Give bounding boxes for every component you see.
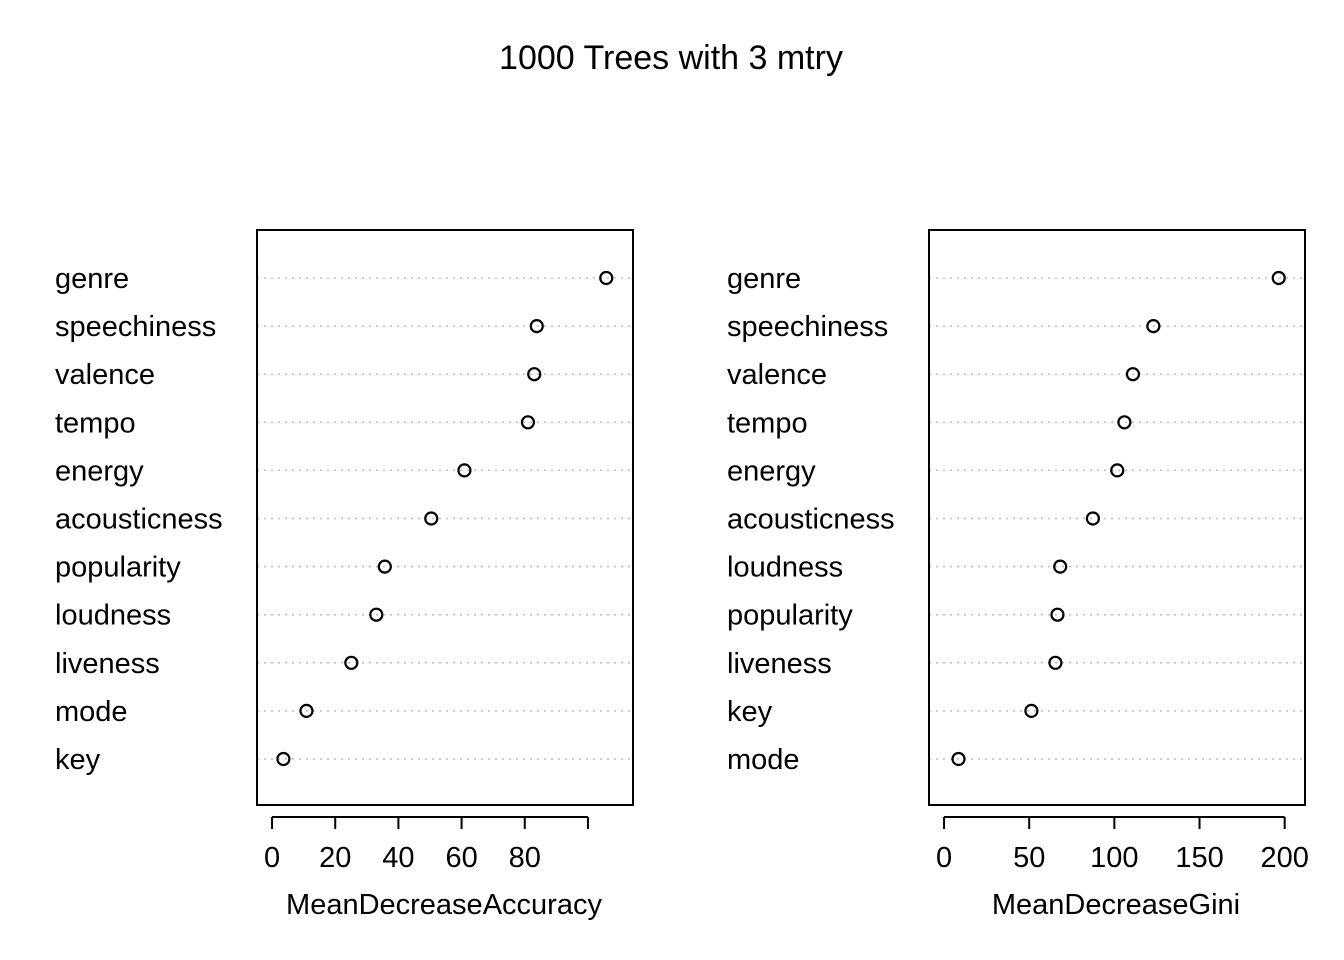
- gini-category-label: genre: [727, 263, 801, 295]
- accuracy-category-label: genre: [55, 263, 129, 295]
- gini-point: [1048, 655, 1063, 670]
- accuracy-category-label: speechiness: [55, 311, 216, 343]
- chart-title: 1000 Trees with 3 mtry: [499, 39, 843, 77]
- gini-x-tick-label: 200: [1260, 842, 1308, 874]
- gini-point: [1125, 367, 1141, 382]
- gini-category-label: valence: [727, 359, 827, 391]
- gini-category-label: liveness: [727, 648, 832, 680]
- accuracy-point: [369, 607, 384, 622]
- accuracy-x-tick-label: 60: [445, 842, 477, 874]
- accuracy-x-axis-title: MeanDecreaseAccuracy: [286, 889, 602, 921]
- gini-category-label: energy: [727, 455, 816, 487]
- gini-category-label: loudness: [727, 552, 843, 584]
- accuracy-x-tick-label: 20: [319, 842, 351, 874]
- gini-category-label: tempo: [727, 407, 808, 439]
- gini-category-label: speechiness: [727, 311, 888, 343]
- accuracy-point: [529, 319, 544, 334]
- accuracy-point: [377, 559, 392, 574]
- gini-point: [1146, 319, 1161, 334]
- accuracy-panel: MeanDecreaseAccuracy genre speechiness val…: [55, 229, 634, 921]
- accuracy-category-label: tempo: [55, 407, 136, 439]
- gini-x-tick-label: 150: [1175, 842, 1223, 874]
- accuracy-point: [599, 270, 614, 286]
- gini-point: [1271, 270, 1286, 286]
- gini-category-label: key: [727, 696, 773, 728]
- accuracy-category-label: valence: [55, 359, 155, 391]
- accuracy-point: [527, 367, 542, 382]
- gini-point: [1117, 415, 1132, 430]
- accuracy-point: [457, 463, 472, 478]
- accuracy-category-label: acousticness: [55, 504, 223, 536]
- accuracy-point: [299, 703, 314, 719]
- accuracy-category-label: key: [55, 744, 101, 776]
- gini-point: [951, 751, 966, 767]
- gini-x-tick-label: 50: [1013, 842, 1045, 874]
- gini-point: [1085, 511, 1100, 526]
- gini-category-label: mode: [727, 744, 800, 776]
- accuracy-category-label: popularity: [55, 552, 181, 584]
- gini-category-label: acousticness: [727, 504, 895, 536]
- accuracy-plot-frame: [256, 229, 634, 806]
- accuracy-category-label: loudness: [55, 600, 171, 632]
- accuracy-point: [520, 415, 536, 430]
- gini-point: [1050, 607, 1065, 622]
- gini-x-tick-label: 100: [1090, 842, 1138, 874]
- accuracy-category-label: liveness: [55, 648, 160, 680]
- gini-point: [1110, 463, 1125, 478]
- gini-x-tick-label: 0: [936, 842, 952, 874]
- gini-x-axis-title: MeanDecreaseGini: [992, 889, 1240, 921]
- gini-category-label: popularity: [727, 600, 853, 632]
- accuracy-point: [424, 511, 439, 526]
- gini-panel: MeanDecreaseGini genre speechiness valence…: [727, 229, 1309, 921]
- accuracy-x-tick-label: 40: [382, 842, 414, 874]
- accuracy-x-tick-label: 80: [509, 842, 541, 874]
- accuracy-category-label: mode: [55, 696, 128, 728]
- accuracy-x-tick-label: 0: [264, 842, 280, 874]
- gini-plot-frame: [928, 229, 1306, 806]
- gini-point: [1053, 559, 1068, 574]
- accuracy-category-label: energy: [55, 455, 144, 487]
- gini-point: [1024, 703, 1039, 719]
- accuracy-point: [344, 655, 359, 670]
- accuracy-point: [276, 751, 291, 767]
